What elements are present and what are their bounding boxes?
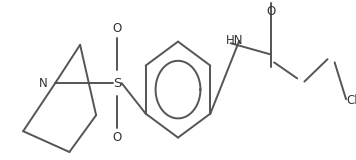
Text: O: O xyxy=(266,5,275,18)
Text: O: O xyxy=(113,22,122,35)
Text: S: S xyxy=(113,77,122,90)
Text: N: N xyxy=(38,77,47,90)
Text: Cl: Cl xyxy=(347,94,356,107)
Text: O: O xyxy=(113,131,122,144)
Text: HN: HN xyxy=(226,34,244,47)
